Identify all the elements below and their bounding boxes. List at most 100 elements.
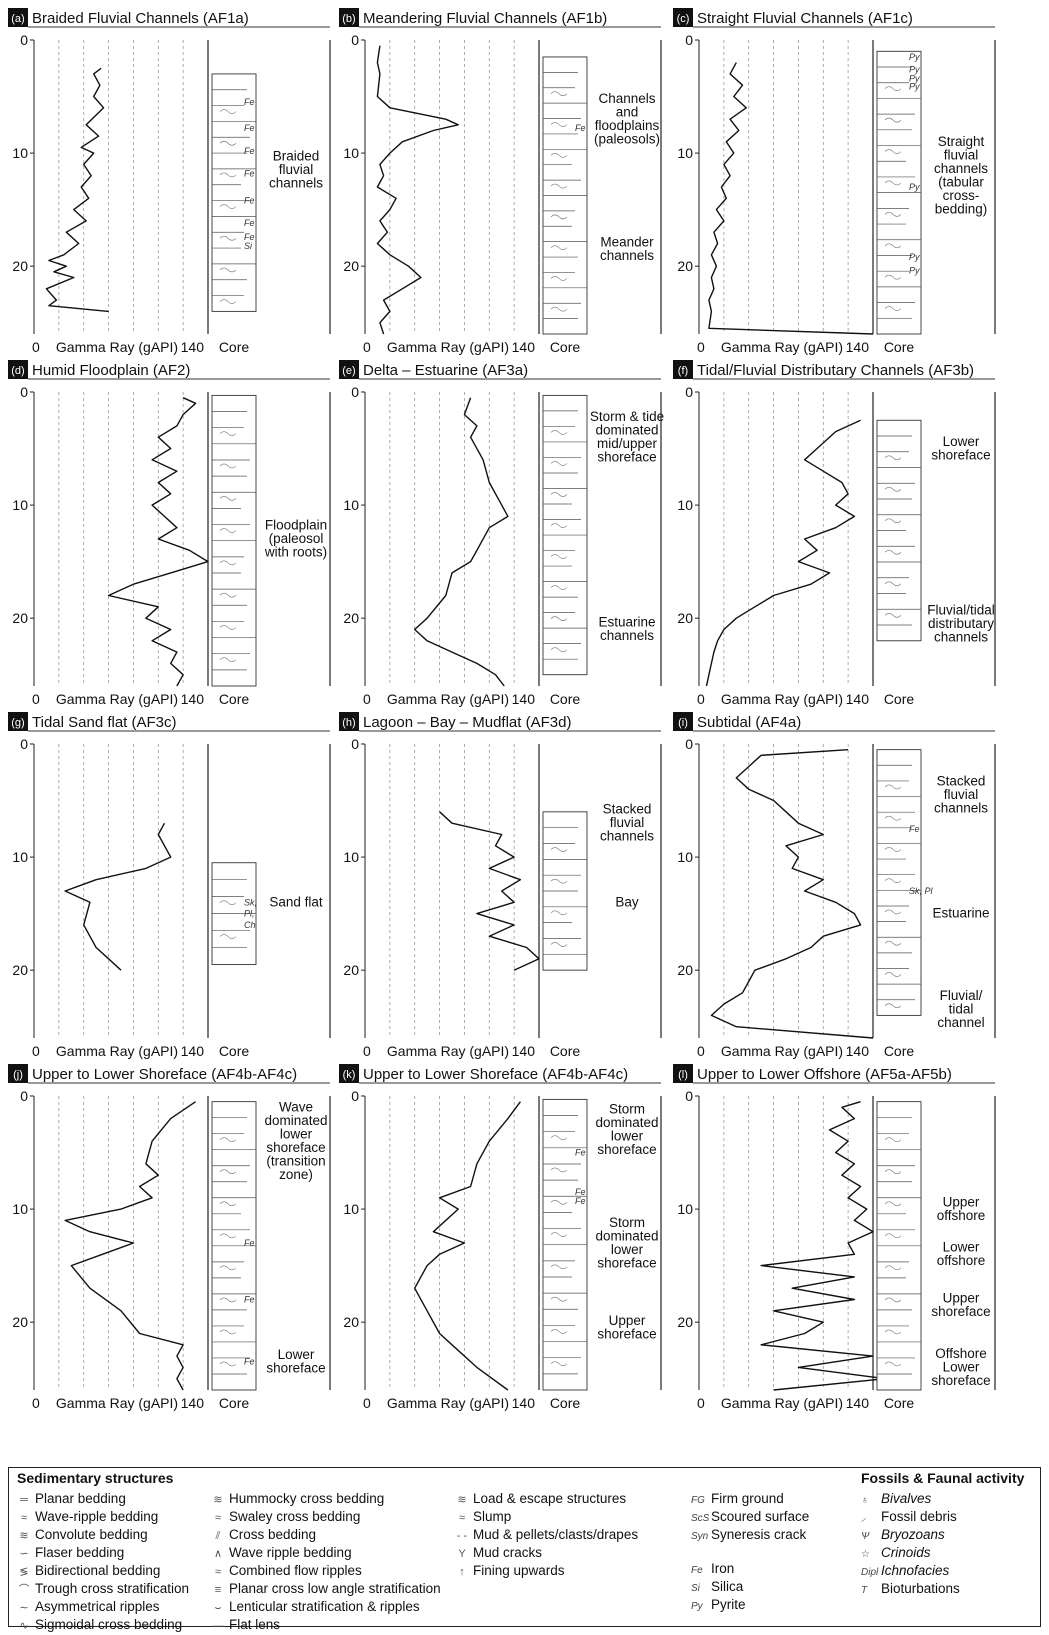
core-annotation: Sk, bbox=[244, 897, 257, 907]
core-structure-symbol bbox=[219, 1297, 237, 1303]
x-max-label: 140 bbox=[846, 1395, 870, 1411]
y-tick-label: 0 bbox=[20, 1088, 28, 1104]
facies-zone-label: Stacked bbox=[937, 773, 986, 788]
core-structure-symbol bbox=[884, 274, 902, 280]
legend-symbol-icon: ≈ bbox=[214, 1512, 222, 1524]
core-structure-symbol bbox=[219, 109, 237, 114]
panel-letter-box bbox=[8, 360, 28, 379]
y-tick-label: 10 bbox=[12, 145, 28, 161]
facies-zone-label: channels bbox=[269, 176, 323, 191]
core-column bbox=[211, 73, 257, 312]
core-structure-symbol bbox=[550, 910, 568, 916]
x-axis-label: Gamma Ray (gAPI) bbox=[56, 1395, 178, 1411]
core-annotation: Fe bbox=[244, 168, 255, 178]
facies-zone-label: shoreface bbox=[597, 1255, 656, 1270]
panel-title: Tidal/Fluvial Distributary Channels (AF3… bbox=[697, 362, 974, 379]
facies-zone-label: channel bbox=[937, 1015, 984, 1030]
legend-item: Dipl Ichnofacies bbox=[861, 1562, 949, 1582]
core-label: Core bbox=[219, 1043, 250, 1059]
legend-item: ═ Planar bedding bbox=[13, 1490, 126, 1509]
legend-symbol-icon: Fe bbox=[691, 1565, 703, 1576]
facies-zone-label: mid/upper bbox=[597, 436, 658, 451]
legend-item: ≋ Convolute bedding bbox=[13, 1526, 147, 1545]
core-structure-symbol bbox=[219, 1137, 237, 1142]
facies-zone-label: dominated bbox=[595, 422, 658, 437]
core-annotation: Py bbox=[909, 73, 920, 83]
panel-letter-box bbox=[673, 8, 693, 27]
legend-label: Wave ripple bedding bbox=[229, 1545, 352, 1560]
core-structure-symbol bbox=[219, 1265, 237, 1271]
core-structure-symbol bbox=[219, 592, 237, 598]
facies-zone-label: Upper bbox=[609, 1313, 646, 1328]
panel-title: Braided Fluvial Channels (AF1a) bbox=[32, 10, 249, 27]
gamma-ray-curve bbox=[376, 45, 459, 335]
core-structure-symbol bbox=[884, 1201, 902, 1207]
panel-letter: (g) bbox=[11, 717, 24, 729]
core-annotation: Py bbox=[909, 252, 920, 262]
x-axis-label: Gamma Ray (gAPI) bbox=[721, 339, 843, 355]
panel-letter-box bbox=[339, 8, 359, 27]
gamma-ray-curve bbox=[708, 62, 874, 335]
legend-label: Fining upwards bbox=[473, 1563, 565, 1578]
y-tick-label: 10 bbox=[677, 849, 693, 865]
core-structure-symbol bbox=[550, 942, 568, 947]
core-structure-symbol bbox=[550, 1135, 568, 1140]
facies-zone-label: fluvial bbox=[944, 147, 979, 162]
y-tick-label: 20 bbox=[12, 258, 28, 274]
facies-zone-label: with roots) bbox=[264, 545, 327, 560]
legend-item: ⸝ Fossil debris bbox=[861, 1508, 957, 1528]
gamma-ray-curve bbox=[413, 397, 509, 687]
gamma-ray-curve bbox=[760, 1101, 887, 1391]
core-annotation: Fe bbox=[575, 1148, 586, 1158]
facies-zone-label: channels bbox=[934, 800, 988, 815]
panel-b: (b) Meandering Fluvial Channels (AF1b)010… bbox=[339, 8, 662, 355]
core-structure-symbol bbox=[219, 657, 237, 663]
x-axis-label: Gamma Ray (gAPI) bbox=[387, 1395, 509, 1411]
facies-zone-label: offshore bbox=[937, 1208, 986, 1223]
core-structure-symbol bbox=[550, 585, 568, 590]
panel-letter: (a) bbox=[11, 13, 24, 25]
facies-zone-label: Floodplain bbox=[265, 518, 327, 533]
legend-item: ≈ Swaley cross bedding bbox=[207, 1508, 360, 1527]
legend-symbol-icon: ⸝ bbox=[861, 1513, 866, 1524]
core-structure-symbol bbox=[219, 625, 237, 630]
legend-item: Syn Syneresis crack bbox=[691, 1526, 806, 1546]
core-structure-symbol bbox=[219, 235, 237, 241]
legend-label: Trough cross stratification bbox=[35, 1581, 190, 1596]
legend-item: Si Silica bbox=[691, 1578, 743, 1598]
panel-letter: (b) bbox=[342, 13, 355, 25]
core-label: Core bbox=[219, 339, 250, 355]
legend-fossil-title: Fossils & Faunal activity bbox=[861, 1470, 1025, 1486]
legend-label: Hummocky cross bedding bbox=[229, 1491, 385, 1506]
panel-l: (l) Upper to Lower Offshore (AF5a-AF5b)01… bbox=[673, 1064, 996, 1411]
x-axis-label: Gamma Ray (gAPI) bbox=[721, 1043, 843, 1059]
y-tick-label: 10 bbox=[343, 145, 359, 161]
facies-zone-label: channels bbox=[934, 161, 988, 176]
legend-symbol-icon: T bbox=[861, 1585, 868, 1596]
facies-zone-label: cross- bbox=[943, 188, 980, 203]
facies-zone-label: Channels bbox=[598, 91, 655, 106]
legend-label: Bidirectional bedding bbox=[35, 1563, 161, 1578]
legend-symbol-icon: ≡ bbox=[214, 1584, 222, 1596]
core-label: Core bbox=[219, 1395, 250, 1411]
facies-zone-label: Estuarine bbox=[598, 615, 655, 630]
y-tick-label: 20 bbox=[677, 1314, 693, 1330]
core-annotation: Fe bbox=[575, 1187, 586, 1197]
legend-label: Silica bbox=[711, 1579, 744, 1594]
x-min-label: 0 bbox=[697, 1043, 705, 1059]
facies-zone-label: shoreface bbox=[931, 447, 990, 462]
x-axis-label: Gamma Ray (gAPI) bbox=[387, 339, 509, 355]
core-structure-symbol bbox=[550, 306, 568, 312]
x-min-label: 0 bbox=[697, 1395, 705, 1411]
panel-letter: (d) bbox=[11, 365, 24, 377]
legend-label: Bioturbations bbox=[881, 1581, 960, 1596]
core-structure-symbol bbox=[884, 815, 902, 821]
legend-symbol-icon: ☆ bbox=[861, 1549, 870, 1560]
y-tick-label: 0 bbox=[351, 32, 359, 48]
y-tick-label: 10 bbox=[677, 145, 693, 161]
legend-symbol-icon: ≈ bbox=[214, 1566, 222, 1578]
legend-symbol-icon: ↑ bbox=[459, 1566, 465, 1578]
legend-symbol-icon: ∧ bbox=[213, 1548, 223, 1560]
core-annotation: Py bbox=[909, 81, 920, 91]
facies-zone-label: Estuarine bbox=[932, 906, 989, 921]
